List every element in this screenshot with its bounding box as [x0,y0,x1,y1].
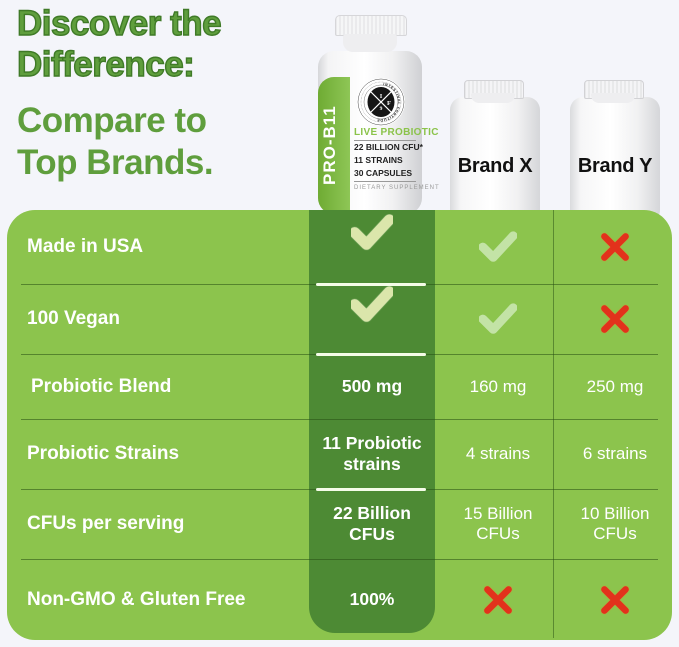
svg-text:9: 9 [380,106,383,112]
svg-text:F: F [387,100,391,107]
